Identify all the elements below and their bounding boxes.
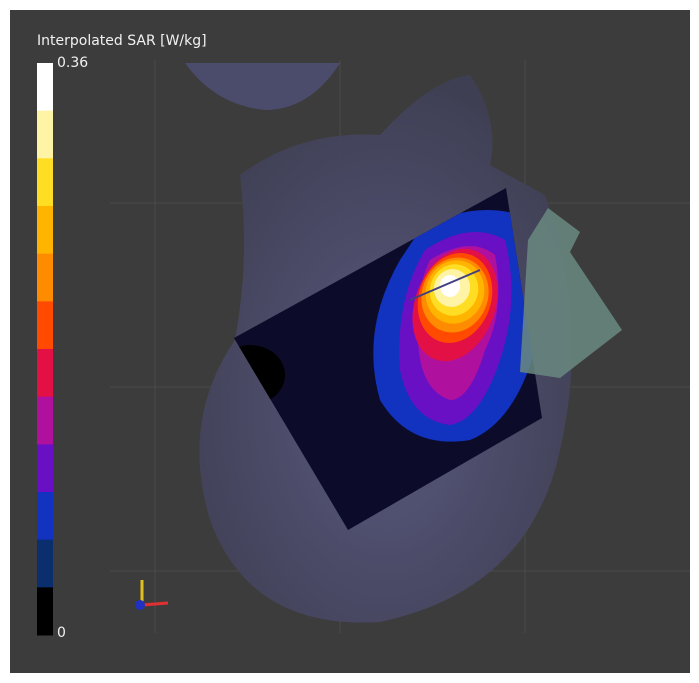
colorbar-band	[37, 349, 53, 398]
antenna	[409, 269, 481, 301]
colorbar-band	[37, 158, 53, 207]
colorbar-max: 0.36	[57, 55, 88, 71]
colorbar-band	[37, 206, 53, 255]
colorbar-band	[37, 110, 53, 159]
colorbar-title: Interpolated SAR [W/kg]	[37, 33, 207, 49]
colorbar-band	[37, 396, 53, 445]
device	[520, 208, 622, 378]
colorbar-band	[37, 253, 53, 302]
colorbar-band	[37, 492, 53, 541]
colorbar-band	[37, 587, 53, 636]
colorbar-band	[37, 63, 53, 112]
colorbar-band	[37, 539, 53, 588]
axes-gizmo	[135, 580, 169, 610]
phantom-head	[185, 63, 340, 110]
colorbar-band	[37, 301, 53, 350]
colorbar-min: 0	[57, 625, 66, 641]
colorbar-band	[37, 444, 53, 493]
colorbar	[37, 63, 53, 636]
